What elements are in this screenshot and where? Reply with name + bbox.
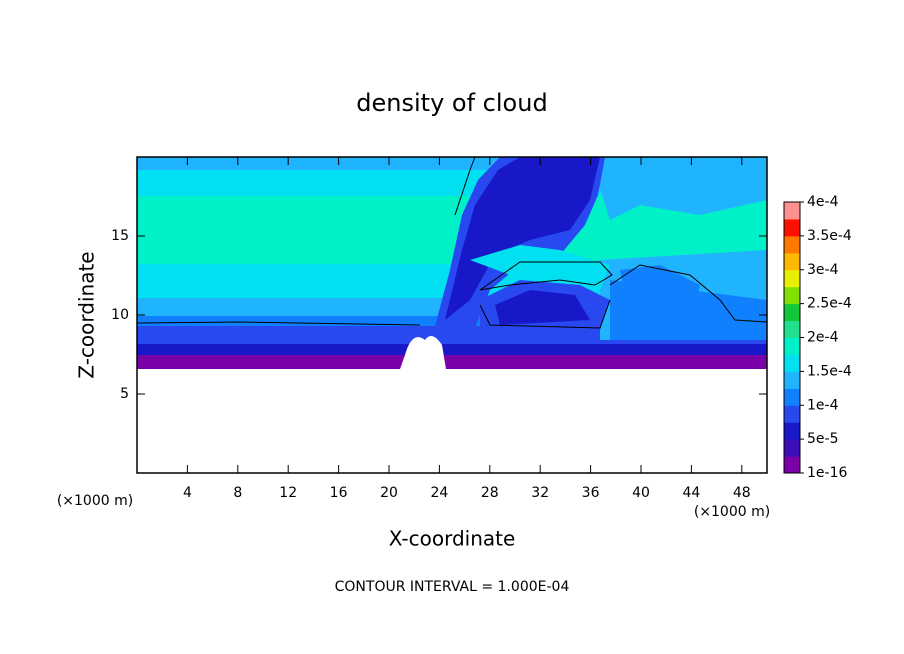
x-unit: (×1000 m) — [694, 504, 770, 520]
x-tick-label: 48 — [733, 485, 751, 501]
x-axis-label: X-coordinate — [389, 527, 516, 551]
y-tick-label: 15 — [111, 228, 129, 244]
y-tick-label: 5 — [120, 386, 129, 402]
colorbar-band — [784, 303, 800, 322]
colorbar-tick-label: 3e-4 — [807, 262, 839, 278]
x-tick-label: 36 — [582, 485, 600, 501]
colorbar-band — [784, 422, 800, 440]
colorbar-band — [784, 269, 800, 288]
chart-title: density of cloud — [356, 89, 547, 117]
colorbar-tick-label: 1.5e-4 — [807, 363, 852, 379]
colorbar-tick-label: 2e-4 — [807, 330, 839, 346]
colorbar-tick-label: 5e-5 — [807, 431, 838, 447]
y-axis-label: Z-coordinate — [75, 251, 99, 378]
colorbar-band — [784, 439, 800, 457]
x-tick-label: 4 — [183, 485, 192, 501]
colorbar-frame — [783, 201, 801, 474]
colorbar-band — [784, 456, 800, 474]
colorbar-tick-label: 2.5e-4 — [807, 296, 852, 312]
colorbar-band — [784, 286, 800, 305]
footnote: CONTOUR INTERVAL = 1.000E-04 — [335, 579, 570, 595]
x-tick-label: 8 — [233, 485, 242, 501]
colorbar-band — [784, 235, 800, 254]
colorbar-tick-label: 1e-16 — [807, 465, 847, 481]
colorbar-band — [784, 354, 800, 372]
colorbar-band — [784, 252, 800, 271]
colorbar-band — [784, 320, 800, 338]
colorbar-band — [784, 337, 800, 355]
x-tick-label: 40 — [632, 485, 650, 501]
x-tick-label: 32 — [531, 485, 549, 501]
colorbar-tick-label: 1e-4 — [807, 397, 839, 413]
x-tick-label: 28 — [481, 485, 499, 501]
colorbar-tick-label: 3.5e-4 — [807, 228, 852, 244]
x-tick-label: 16 — [330, 485, 348, 501]
colorbar-band — [784, 388, 800, 406]
colorbar-band — [784, 371, 800, 389]
x-tick-label: 24 — [430, 485, 448, 501]
colorbar-band — [784, 202, 800, 220]
colorbar-tick-label: 4e-4 — [807, 194, 839, 210]
colorbar-band — [784, 405, 800, 423]
y-unit: (×1000 m) — [57, 493, 133, 509]
y-tick-label: 10 — [111, 307, 129, 323]
colorbar-band — [784, 218, 800, 237]
contour-field — [137, 157, 767, 473]
x-tick-label: 44 — [682, 485, 700, 501]
x-tick-label: 12 — [279, 485, 297, 501]
x-tick-label: 20 — [380, 485, 398, 501]
